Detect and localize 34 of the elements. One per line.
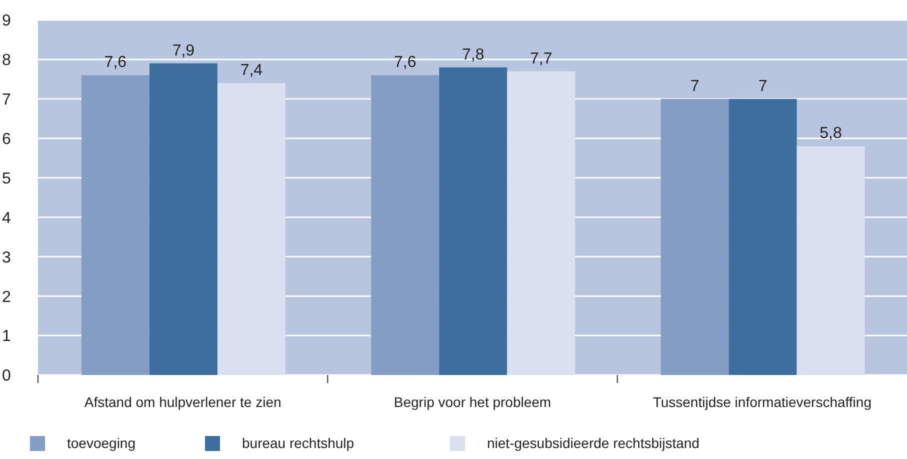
- y-tick-label: 3: [2, 249, 11, 266]
- legend-label: niet-gesubsidieerde rechtsbijstand: [487, 435, 700, 451]
- x-tick-label: Tussentijdse informatieverschaffing: [652, 394, 872, 410]
- y-tick-label: 9: [2, 12, 11, 30]
- data-label: 7,7: [530, 50, 552, 68]
- x-tick-label: Begrip voor het probleem: [394, 394, 552, 410]
- data-label: 7,8: [462, 46, 484, 64]
- bar: [796, 146, 865, 375]
- data-label: 7,4: [240, 62, 263, 80]
- data-label: 5,8: [820, 125, 842, 142]
- data-label: 7,6: [104, 54, 127, 72]
- x-tick-label: Afstand om hulpverlener te zien: [84, 394, 282, 410]
- bar: [728, 98, 797, 375]
- bar: [660, 98, 729, 375]
- y-tick-label: 7: [2, 92, 11, 109]
- data-label: 7,6: [394, 54, 416, 72]
- bar: [439, 67, 508, 375]
- data-label: 7: [758, 78, 768, 95]
- data-label: 7,9: [172, 42, 195, 60]
- y-tick-label: 0: [2, 368, 11, 385]
- bar: [507, 71, 576, 375]
- y-tick-label: 6: [2, 131, 11, 148]
- bar: [81, 75, 150, 375]
- y-tick-label: 5: [2, 170, 11, 188]
- legend-label: toevoeging: [67, 435, 136, 451]
- y-tick-label: 1: [2, 328, 11, 346]
- bar: [149, 63, 218, 375]
- data-label: 7: [690, 78, 700, 95]
- bar: [371, 75, 440, 375]
- y-tick-label: 2: [2, 288, 11, 306]
- y-tick-label: 4: [2, 210, 11, 227]
- y-tick-label: 8: [2, 52, 11, 70]
- legend-label: bureau rechtshulp: [242, 435, 354, 451]
- bar: [217, 83, 286, 375]
